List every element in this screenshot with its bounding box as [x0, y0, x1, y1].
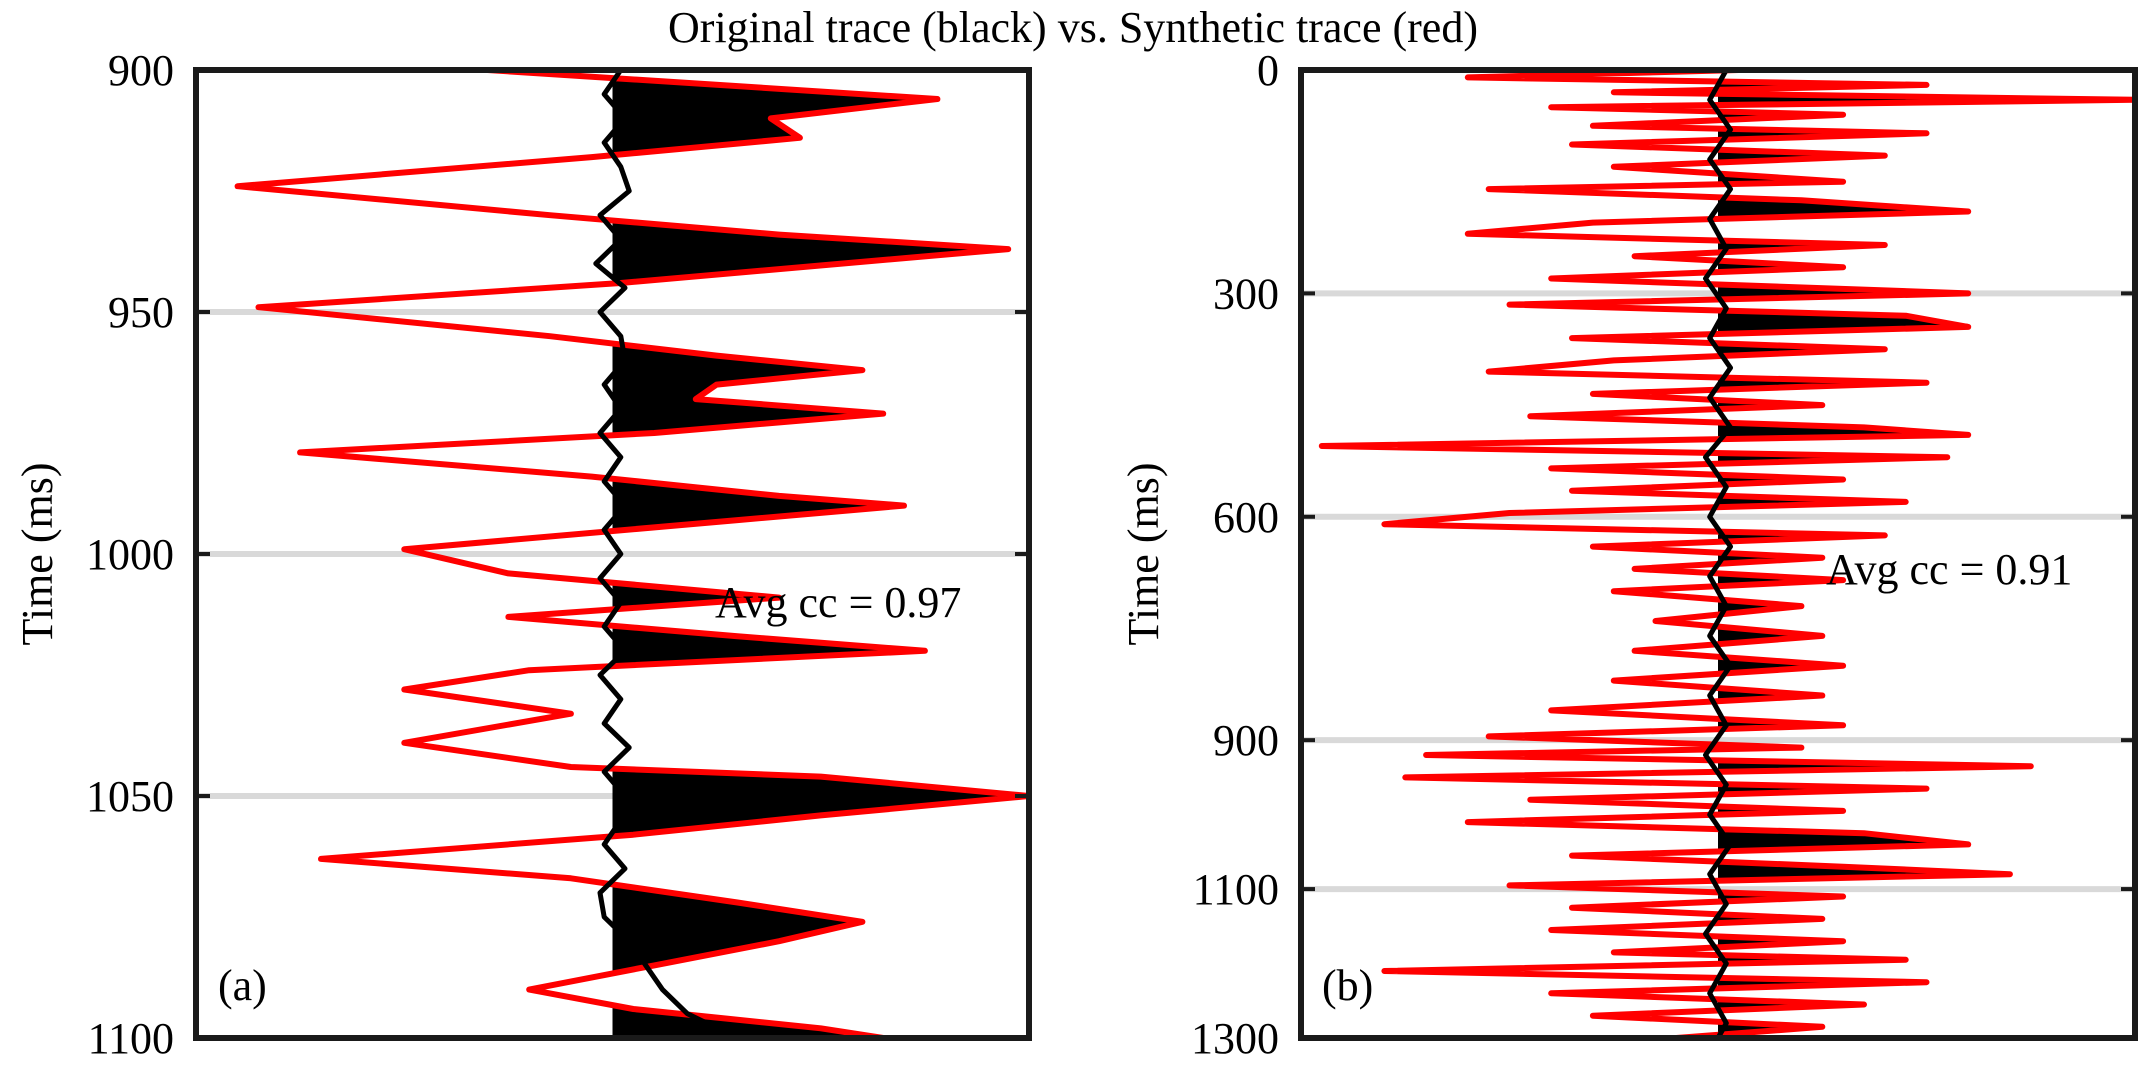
original-trace-line: [593, 70, 739, 1038]
y-tick-label: 1300: [1191, 1014, 1279, 1063]
positive-fill: [612, 70, 1029, 1038]
panel-a-ticks: 900 950 1000 1050 1100: [86, 46, 1029, 1063]
original-trace-line: [1703, 70, 1733, 1038]
panel-a: 900 950 1000 1050 1100 Time (ms) Avg cc = 0.…: [13, 46, 1032, 1063]
panel-a-label: (a): [218, 961, 267, 1010]
y-tick-label: 900: [108, 46, 174, 95]
y-tick-label: 1100: [1193, 865, 1279, 914]
panel-a-annotation: Avg cc = 0.97: [715, 578, 961, 627]
panel-a-ylabel: Time (ms): [13, 463, 62, 646]
synthetic-trace-line: [1318, 70, 2135, 1038]
y-tick-label: 0: [1257, 46, 1279, 95]
panel-b-ticks: 0 300 600 900 1100 1300: [1191, 46, 2135, 1063]
synthetic-trace-line: [234, 70, 1029, 1038]
panel-b-ylabel: Time (ms): [1119, 463, 1168, 646]
y-tick-label: 1000: [86, 530, 174, 579]
plot-area: [1318, 70, 2135, 1038]
figure-title: Original trace (black) vs. Synthetic tra…: [668, 3, 1478, 52]
y-tick-label: 950: [108, 288, 174, 337]
y-tick-label: 1100: [88, 1014, 174, 1063]
y-tick-label: 900: [1213, 716, 1279, 765]
plot-area: [234, 70, 1029, 1038]
panel-b: 0 300 600 900 1100 1300 Time (ms) Avg cc = 0.…: [1119, 46, 2138, 1063]
panel-b-label: (b): [1322, 961, 1373, 1010]
panel-a-series: [234, 70, 1029, 1038]
panel-b-series: [1318, 70, 2135, 1038]
y-tick-label: 600: [1213, 493, 1279, 542]
panel-b-annotation: Avg cc = 0.91: [1826, 545, 2072, 594]
y-tick-label: 300: [1213, 269, 1279, 318]
y-tick-label: 1050: [86, 772, 174, 821]
panel-b-frame: [1298, 67, 2138, 1041]
